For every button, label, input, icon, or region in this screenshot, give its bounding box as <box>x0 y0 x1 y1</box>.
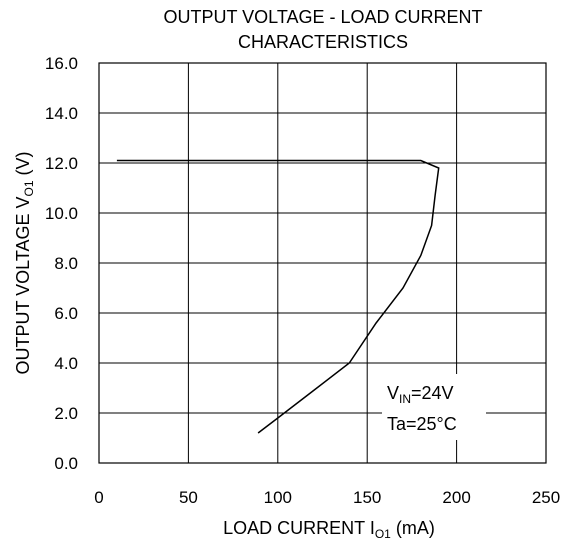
y-tick-label: 10.0 <box>45 204 78 223</box>
y-tick-label: 8.0 <box>54 254 78 273</box>
x-axis-label: LOAD CURRENT IO1 (mA) <box>223 518 435 541</box>
x-tick-label: 0 <box>94 488 103 507</box>
x-tick-label: 200 <box>442 488 470 507</box>
grid <box>99 63 546 463</box>
series-line <box>116 159 440 434</box>
x-tick-label: 250 <box>532 488 560 507</box>
y-tick-label: 0.0 <box>54 454 78 473</box>
y-tick-label: 2.0 <box>54 404 78 423</box>
annotation-vin: VIN=24V <box>387 383 454 406</box>
annotation-vin-rest: =24V <box>411 383 454 403</box>
y-axis-label-main: OUTPUT VOLTAGE V <box>13 196 33 374</box>
x-tick-label: 150 <box>353 488 381 507</box>
annotation-temperature: Ta=25°C <box>387 414 457 434</box>
annotation-background <box>382 374 486 440</box>
y-tick-label: 4.0 <box>54 354 78 373</box>
x-tick-label: 50 <box>179 488 198 507</box>
y-tick-label: 6.0 <box>54 304 78 323</box>
y-axis-label-unit: (V) <box>13 151 33 180</box>
series-layer <box>116 159 440 434</box>
y-tick-label: 16.0 <box>45 54 78 73</box>
plot-frame <box>98 62 547 464</box>
y-axis-label-sub: O1 <box>22 180 36 196</box>
y-tick-label: 12.0 <box>45 154 78 173</box>
x-axis-label-unit: (mA) <box>391 518 435 538</box>
y-axis-label: OUTPUT VOLTAGE VO1 (V) <box>13 151 36 374</box>
y-tick-label: 14.0 <box>45 104 78 123</box>
annotation-vin-sub: IN <box>399 392 411 406</box>
x-tick-label: 100 <box>264 488 292 507</box>
x-axis-label-sub: O1 <box>375 527 391 541</box>
chart-title-line-1: OUTPUT VOLTAGE - LOAD CURRENT <box>163 7 482 27</box>
annotation-vin-main: V <box>387 383 399 403</box>
x-axis-label-main: LOAD CURRENT I <box>223 518 375 538</box>
chart-title-line-2: CHARACTERISTICS <box>238 32 408 52</box>
tick-labels: 0 50 100 150 200 250 0.0 2.0 4.0 6.0 8.0 10.0 12.0 14… <box>45 54 560 507</box>
